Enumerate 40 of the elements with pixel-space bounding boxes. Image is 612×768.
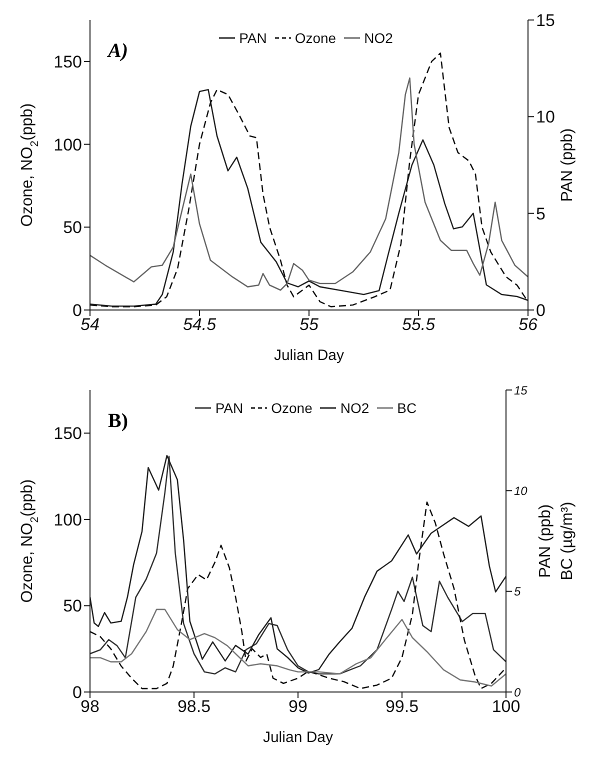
- x-tick-label: 98.5: [177, 697, 211, 716]
- x-tick-label: 54.5: [182, 315, 217, 334]
- line-series: [90, 608, 506, 687]
- legend-label: PAN: [239, 30, 267, 46]
- x-tick-label: 99.5: [385, 697, 419, 716]
- legend-label: NO2: [364, 30, 393, 46]
- y2-axis-title: PAN (ppb): [559, 128, 576, 202]
- annotation: B): [108, 410, 128, 433]
- y-tick-label: 50: [63, 218, 82, 238]
- y2-tick-label: 15: [514, 383, 528, 398]
- y-tick-label: 150: [54, 424, 82, 444]
- x-tick-label: 54: [80, 315, 100, 334]
- y-tick-label: 0: [72, 301, 82, 320]
- y-tick-label: 0: [72, 683, 82, 702]
- legend-label: Ozone: [271, 400, 312, 416]
- y-tick-label: 100: [54, 135, 82, 154]
- y2-axis-title: PAN (ppb) BC (µg/m³): [537, 502, 576, 580]
- x-tick-label: 99: [288, 697, 308, 716]
- x-tick-label: 56: [518, 315, 538, 334]
- y-tick-label: 50: [63, 596, 82, 616]
- y2-tick-label: 10: [514, 484, 528, 498]
- y-tick-label: 100: [54, 510, 82, 530]
- legend-label: BC: [397, 400, 417, 416]
- legend-label: NO2: [340, 400, 370, 416]
- y2-tick-label: 5: [536, 204, 546, 224]
- y2-tick-label: 5: [514, 584, 521, 599]
- x-tick-label: 55.5: [402, 315, 436, 334]
- legend-label: Ozone: [294, 30, 336, 46]
- legend-label: PAN: [215, 400, 244, 416]
- x-tick-label: 100: [492, 697, 520, 716]
- y2-tick-label: 10: [536, 108, 555, 127]
- y-tick-label: 150: [54, 52, 82, 72]
- annotation: A): [108, 40, 128, 63]
- x-tick-label: 98: [80, 697, 100, 716]
- y2-tick-label: 15: [536, 11, 555, 30]
- x-axis-title: Julian Day: [274, 347, 345, 364]
- y2-tick-label: 0: [514, 685, 521, 700]
- x-axis-title: Julian Day: [262, 729, 334, 746]
- x-tick-label: 55: [300, 315, 319, 334]
- y2-tick-label: 0: [536, 301, 546, 320]
